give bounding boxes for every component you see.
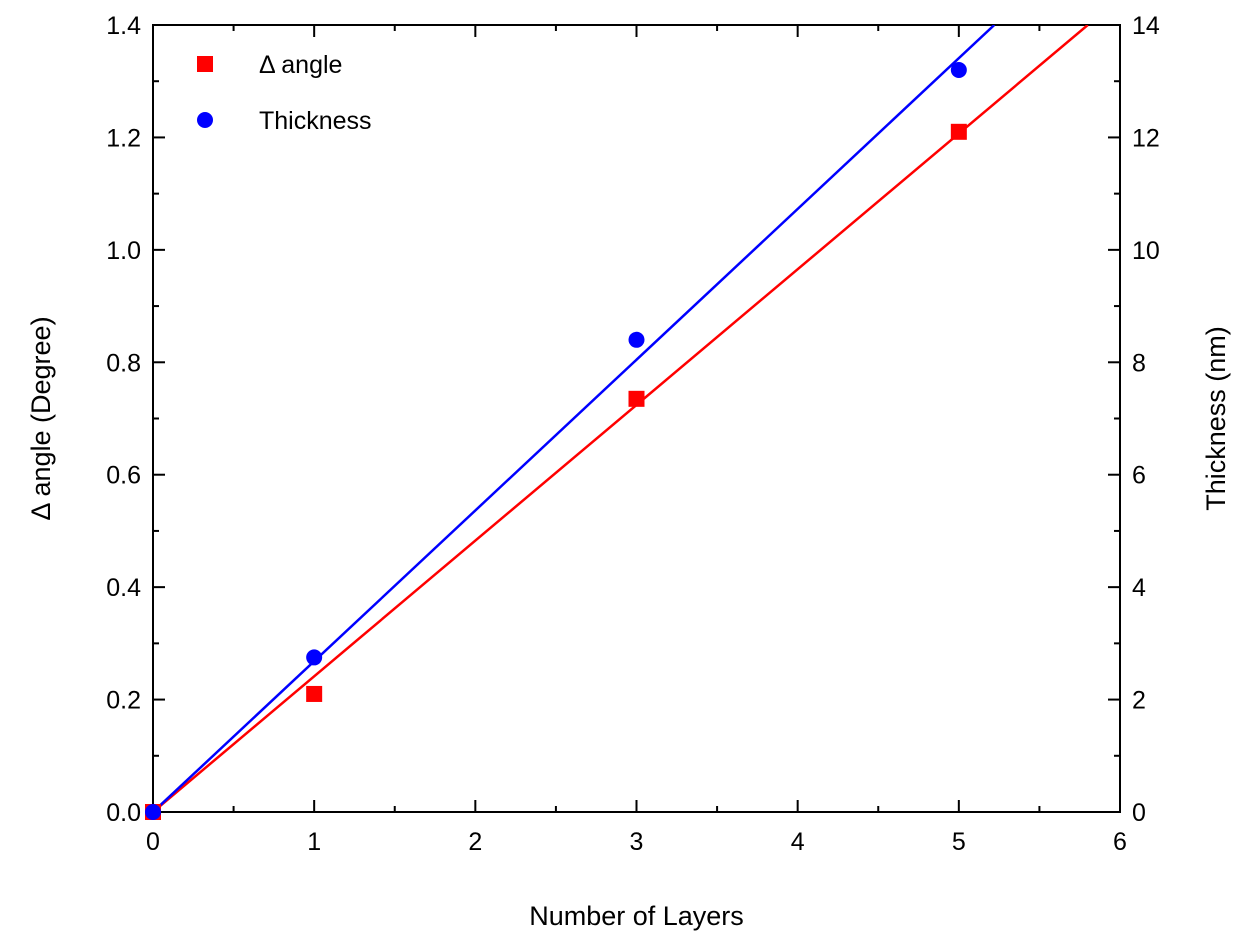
y-left-tick-label: 0.0 [106,799,141,827]
y-left-tick-label: 1.2 [106,124,141,152]
delta-angle-point [628,390,645,407]
y-left-axis-title: Δ angle (Degree) [26,316,56,520]
x-tick-label: 0 [146,828,160,856]
thickness-point [628,331,645,348]
x-tick-label: 1 [307,828,321,856]
thickness-point [950,61,967,78]
fit-lines [153,25,1089,812]
legend-delta-angle-marker [197,56,213,72]
y-right-tick-label: 2 [1132,687,1146,715]
x-tick-label: 4 [791,828,805,856]
y-right-tick-label: 14 [1132,12,1160,40]
y-right-tick-label: 12 [1132,124,1160,152]
y-right-tick-label: 0 [1132,799,1146,827]
thickness-fit-line [153,25,996,812]
x-tick-label: 3 [630,828,644,856]
x-tick-label: 2 [468,828,482,856]
delta-angle-point [306,685,323,702]
y-right-tick-label: 8 [1132,349,1146,377]
data-points [145,61,967,820]
thickness-point [306,649,323,666]
y-left-tick-label: 0.2 [106,687,141,715]
x-tick-label: 5 [952,828,966,856]
y-right-tick-label: 4 [1132,574,1146,602]
y-right-tick-label: 10 [1132,237,1160,265]
y-left-tick-label: 1.0 [106,237,141,265]
legend-thickness-marker [197,112,213,128]
delta-angle-fit-line [153,25,1089,812]
legend: Δ angle Thickness [197,51,372,135]
x-axis-title: Number of Layers [529,901,744,931]
y-left-tick-label: 1.4 [106,12,141,40]
y-left-tick-label: 0.8 [106,349,141,377]
y-right-axis-title: Thickness (nm) [1201,326,1231,511]
x-tick-label: 6 [1113,828,1127,856]
axes [152,24,1121,813]
axis-labels: 0 1 2 3 4 5 60.00.20.40.60.81.01.21.4024681012… [26,12,1231,931]
legend-thickness-label: Thickness [259,107,372,135]
delta-angle-point [950,123,967,140]
plot-frame [152,24,1121,813]
y-right-tick-label: 6 [1132,462,1146,490]
thickness-point [145,804,161,820]
y-left-tick-label: 0.6 [106,462,141,490]
legend-delta-angle-label: Δ angle [259,51,342,79]
y-left-tick-label: 0.4 [106,574,141,602]
